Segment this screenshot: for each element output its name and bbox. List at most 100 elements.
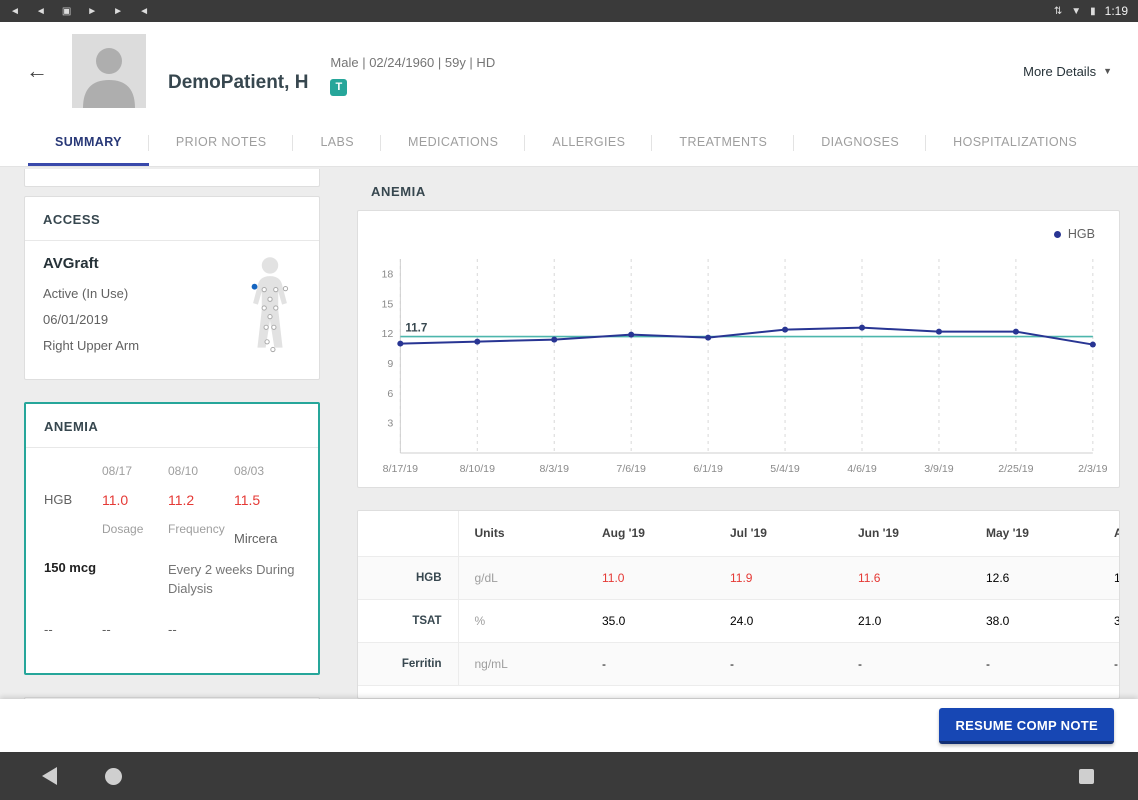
x-tick-label: 8/10/19 — [460, 463, 496, 475]
value-cell: - — [1098, 642, 1119, 686]
access-status: Active (In Use) — [43, 286, 129, 301]
access-card[interactable]: ACCESS AVGraft Active (In Use) 06/01/201… — [24, 196, 320, 380]
legend-dot-icon — [1053, 230, 1061, 238]
chevron-down-icon: ▼ — [1103, 66, 1112, 76]
column-header: Jul '19 — [714, 511, 842, 557]
access-date: 06/01/2019 — [43, 312, 109, 327]
legend-label: HGB — [1067, 227, 1095, 241]
value-cell: 24.0 — [714, 599, 842, 643]
tab-medications[interactable]: MEDICATIONS — [381, 120, 526, 166]
tab-prior-notes[interactable]: PRIOR NOTES — [149, 120, 294, 166]
tab-hospitalizations[interactable]: HOSPITALIZATIONS — [953, 135, 1078, 149]
body-map-icon — [251, 257, 289, 353]
summary-sidebar[interactable]: ACCESS AVGraft Active (In Use) 06/01/201… — [0, 167, 345, 699]
x-tick-label: 8/3/19 — [539, 463, 569, 475]
bone-card[interactable]: BONE — [24, 697, 320, 699]
hgb-chart-card: HGB 8/17/19 8/10/19 8/3/19 7/6/19 6/1/19 5/4/… — [357, 210, 1120, 488]
x-tick-label: 4/6/19 — [847, 463, 877, 475]
value-cell: 11.6 — [842, 556, 970, 600]
hgb-point — [397, 340, 404, 347]
section-title: ANEMIA — [371, 184, 426, 199]
x-tick-label: 2/25/19 — [998, 463, 1034, 475]
recents-icon[interactable] — [1079, 768, 1094, 784]
tab-summary[interactable]: SUMMARY — [28, 120, 149, 166]
hgb-chart: 8/17/19 8/10/19 8/3/19 7/6/19 6/1/19 5/4/19 4/… — [381, 259, 1108, 475]
frequency-header: Frequency — [168, 522, 225, 536]
y-tick-label: 9 — [387, 358, 393, 370]
tab-allergies[interactable]: ALLERGIES — [525, 120, 653, 166]
footer-bar: RESUME COMP NOTE — [0, 699, 1138, 752]
back-icon[interactable] — [42, 767, 57, 785]
patient-name: DemoPatient, H — [168, 72, 309, 93]
tab-treatments[interactable]: TREATMENTS — [652, 120, 795, 166]
patient-demographics: Male | 02/24/1960 | 59y | HD — [330, 54, 496, 70]
hgb-point — [1012, 328, 1019, 335]
access-type: AVGraft — [43, 255, 99, 272]
media-forward-icon: ► — [113, 5, 124, 17]
value-cell: 12.6 — [970, 556, 1098, 600]
column-header: Apr '19 — [1098, 511, 1119, 557]
media-rewind-icon: ◄ — [139, 5, 149, 17]
anemia-card[interactable]: ANEMIA 08/17 08/10 08/03 HGB 11.0 11.2 1… — [24, 402, 320, 675]
value-cell: 21.0 — [842, 599, 970, 643]
row-label: Ferritin — [358, 642, 459, 686]
back-arrow-icon[interactable]: ← — [26, 58, 48, 83]
y-tick-label: 3 — [387, 418, 393, 430]
x-tick-label: 8/17/19 — [383, 463, 419, 475]
value-cell: - — [842, 642, 970, 686]
anemia-date: 08/03 — [234, 464, 265, 478]
empty-value: -- — [168, 622, 177, 637]
column-header: Jun '19 — [842, 511, 970, 557]
empty-value: -- — [102, 622, 111, 637]
table-row: TSAT%35.024.021.038.033.0 — [358, 599, 1119, 643]
main-panel: ANEMIA HGB 8/17/19 8/10/19 8/3/19 7/6/19 6/1… — [345, 167, 1138, 699]
units-cell: ng/mL — [458, 642, 586, 686]
scrolled-card-remnant — [24, 169, 320, 187]
clock: 1:19 — [1104, 4, 1128, 18]
more-details-dropdown[interactable]: More Details ▼ — [1023, 64, 1112, 79]
x-tick-label: 3/9/19 — [924, 463, 954, 475]
x-tick-label: 6/1/19 — [693, 463, 723, 475]
hgb-point — [782, 326, 789, 333]
anemia-date: 08/10 — [168, 464, 199, 478]
row-label: TSAT — [358, 599, 459, 643]
y-tick-label: 12 — [381, 328, 393, 340]
lab-table-body: HGBg/dL11.011.911.612.612.3TSAT%35.024.0… — [358, 556, 1119, 686]
value-cell: 11.9 — [714, 556, 842, 600]
column-header — [358, 511, 459, 557]
value-cell: 12.3 — [1098, 556, 1119, 600]
more-details-label: More Details — [1023, 63, 1097, 79]
x-tick-label: 7/6/19 — [616, 463, 646, 475]
value-cell: 38.0 — [970, 599, 1098, 643]
y-tick-label: 6 — [387, 388, 393, 400]
anemia-date: 08/17 — [102, 464, 133, 478]
status-left-icons: ◄ ◄ ▣ ► ► ◄ — [10, 6, 149, 17]
hgb-value: 11.5 — [234, 492, 261, 508]
units-cell: g/dL — [458, 556, 586, 600]
column-header: May '19 — [970, 511, 1098, 557]
hgb-row-label: HGB — [44, 492, 73, 507]
tab-diagnoses[interactable]: DIAGNOSES — [794, 120, 927, 166]
column-header: Units — [458, 511, 586, 557]
reference-value-label: 11.7 — [405, 323, 427, 335]
medication-frequency: Every 2 weeks During Dialysis — [168, 562, 295, 596]
x-tick-label: 5/4/19 — [770, 463, 800, 475]
units-cell: % — [458, 599, 586, 643]
y-tick-label: 18 — [381, 268, 393, 280]
chart-legend: HGB — [1053, 227, 1095, 241]
avatar — [72, 34, 146, 108]
hgb-value: 11.0 — [102, 492, 129, 508]
home-icon[interactable] — [105, 767, 122, 785]
media-rewind-icon: ◄ — [10, 5, 20, 17]
hgb-point — [858, 324, 866, 331]
value-cell: 35.0 — [586, 599, 714, 643]
tab-labs[interactable]: LABS — [293, 120, 381, 166]
column-header: Aug '19 — [586, 511, 714, 557]
hgb-point — [628, 331, 635, 338]
resume-comp-note-button[interactable]: RESUME COMP NOTE — [939, 707, 1114, 744]
access-card-body: AVGraft Active (In Use) 06/01/2019 Right… — [25, 241, 319, 379]
hgb-point — [935, 328, 942, 335]
avatar-silhouette-icon — [72, 34, 146, 108]
